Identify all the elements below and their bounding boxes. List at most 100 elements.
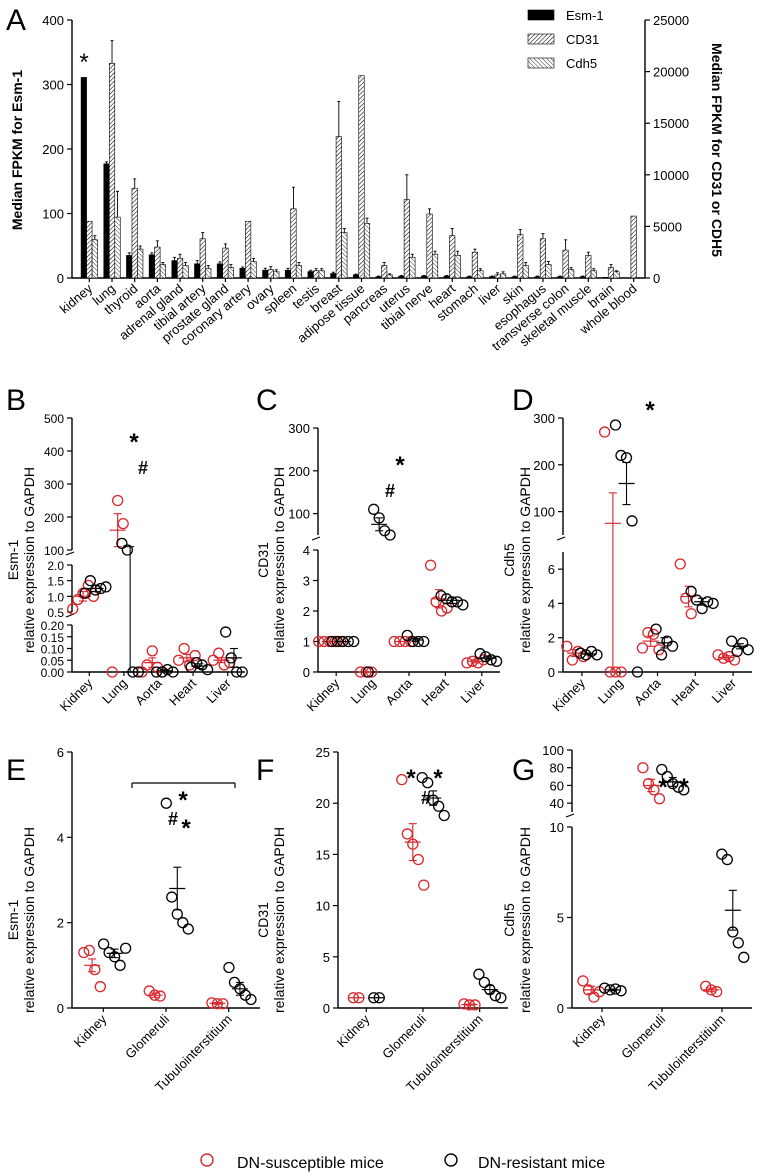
- panel-f-y-tick-label: 10: [316, 899, 330, 914]
- panel-g-y-tick-label: 80: [550, 761, 564, 776]
- panel-g-annotation: *: [679, 774, 689, 801]
- panel-b-y-tick-label: 100: [44, 544, 64, 558]
- panel-b-y-tick-label: 1.5: [47, 575, 64, 589]
- panel-f-annotation: #: [421, 788, 431, 808]
- panel-g-y-tick-label: 100: [542, 743, 564, 758]
- panel-a-bar-esm-1: [579, 276, 586, 279]
- panel-f-point-resistant: [473, 968, 485, 980]
- panel-a-bar-cdh5: [91, 239, 98, 279]
- panel-g-y-tick-label: 0: [557, 1001, 564, 1016]
- panel-a-bar-esm-1: [557, 276, 564, 279]
- panel-a-bar-cd31: [607, 267, 615, 279]
- panel-c-y-tick-label: 3: [303, 574, 310, 589]
- panel-c-y-tick-label: 2: [303, 604, 310, 619]
- panel-a-legend-swatch: [527, 57, 555, 69]
- panel-f-point-resistant: [438, 809, 450, 822]
- panel-e-point-resistant: [160, 797, 172, 809]
- panel-d-y-tick-label: 2: [548, 631, 555, 646]
- panel-b-y-tick-label: 0.5: [47, 606, 64, 620]
- panel-g-category-label: Glomeruli: [618, 1011, 668, 1061]
- panel-d-point-susceptible: [561, 640, 573, 652]
- panel-f-point-susceptible: [396, 773, 408, 786]
- panel-a-bar-cdh5: [114, 216, 121, 279]
- panel-c-ylabel: relative expression to GAPDH: [271, 467, 287, 653]
- panel-d-point-resistant: [655, 649, 668, 661]
- panel-b-point-resistant: [100, 581, 112, 593]
- panel-d-category-label: Heart: [668, 675, 701, 708]
- panel-a-bar-cd31: [86, 220, 93, 279]
- panel-f-point-resistant: [433, 800, 445, 812]
- panel-a-bar-cd31: [426, 213, 433, 279]
- panel-a-bar-esm-1: [511, 276, 518, 279]
- panel-f-point-resistant: [478, 976, 491, 989]
- panel-f-annotation: *: [433, 765, 443, 792]
- panel-a-bar-cdh5: [431, 253, 439, 279]
- panel-d-point-susceptible: [717, 652, 730, 664]
- panel-d-point-resistant: [742, 644, 754, 656]
- panel-c-point-resistant: [490, 655, 503, 667]
- panel-c-category-label: Heart: [418, 675, 451, 708]
- panel-a-bar-esm-1: [126, 255, 133, 279]
- panel-a-bar-cd31: [290, 208, 297, 279]
- panel-a-right-tick-label: 10000: [653, 168, 689, 183]
- panel-a-bar-esm-1: [534, 276, 541, 279]
- panel-f-category-label: Glomeruli: [379, 1011, 429, 1061]
- panel-e-point-resistant: [223, 961, 235, 974]
- panel-b-y-tick-label: 2.0: [47, 559, 64, 573]
- panel-a-legend-label: Esm-1: [566, 8, 604, 23]
- panel-a-bar-esm-1: [307, 271, 314, 279]
- panel-b-label: B: [6, 384, 26, 417]
- panel-b-annotation: #: [138, 458, 148, 478]
- panel-a-bar-cdh5: [590, 270, 597, 279]
- panel-b-y-tick-label: 0.10: [41, 643, 65, 657]
- panel-d-y-tick-label: 300: [533, 411, 555, 426]
- panel-a-bar-cdh5: [273, 271, 280, 279]
- panel-f-y-tick-label: 0: [323, 1001, 330, 1016]
- panel-a-bar-cdh5: [500, 273, 507, 279]
- panel-a-bar-cd31: [630, 215, 637, 279]
- panel-a-left-tick-label: 200: [42, 142, 64, 157]
- panel-a-bar-esm-1: [284, 269, 292, 279]
- panel-a-right-tick-label: 20000: [653, 65, 689, 80]
- panel-a-bar-cd31: [403, 199, 410, 279]
- panel-f-ylabel: relative expression to GAPDH: [271, 827, 287, 1013]
- panel-a-bar-cd31: [245, 220, 252, 279]
- panel-b-ylabel: Esm-1: [5, 540, 21, 581]
- panel-f-y-tick-label: 25: [316, 745, 330, 760]
- panel-a-bar-cd31: [199, 238, 206, 279]
- panel-c-y-tick-label: 4: [303, 543, 310, 558]
- panel-d-point-susceptible: [566, 654, 578, 666]
- panel-d-point-susceptible: [653, 644, 665, 656]
- panel-a-bar-cd31: [494, 274, 501, 279]
- panel-b-ylabel: relative expression to GAPDH: [21, 467, 37, 653]
- panel-b-point-resistant: [201, 664, 214, 676]
- panel-g-point-resistant: [738, 951, 750, 963]
- panel-a-bar-cdh5: [182, 265, 189, 279]
- panel-a-bar-cd31: [449, 235, 456, 279]
- panel-c-point-resistant: [368, 503, 380, 515]
- panel-e-point-resistant: [177, 917, 189, 929]
- panel-d-annotation: *: [645, 397, 655, 424]
- panel-c-category-label: Kidney: [304, 675, 343, 714]
- panel-a-bar-esm-1: [216, 263, 223, 279]
- panel-e-ylabel: Esm-1: [5, 900, 21, 941]
- panel-e-point-susceptible: [83, 944, 95, 957]
- panel-d-point-resistant: [650, 623, 662, 635]
- panel-g-annotation: *: [658, 774, 668, 801]
- panel-f-y-tick-label: 20: [316, 796, 330, 811]
- legend-susceptible-label: DN-susceptible mice: [237, 1155, 384, 1172]
- panel-g-y-tick-label: 40: [550, 796, 564, 811]
- panel-a-bar-esm-1: [489, 276, 496, 279]
- panel-d-label: D: [512, 384, 534, 417]
- panel-c-point-resistant: [362, 666, 374, 678]
- panel-d-point-susceptible: [598, 426, 611, 438]
- panel-b-annotation: *: [129, 429, 139, 456]
- panel-a-bar-esm-1: [602, 277, 609, 279]
- panel-f-point-resistant: [495, 992, 507, 1004]
- panel-d-category-label: Lung: [595, 676, 626, 707]
- panel-f-label: F: [256, 754, 274, 787]
- panel-f-category-label: Kidney: [334, 1011, 373, 1050]
- panel-a-bar-esm-1: [466, 276, 473, 279]
- panel-a-bar-cdh5: [250, 261, 257, 279]
- panel-a-legend-swatch: [527, 33, 555, 45]
